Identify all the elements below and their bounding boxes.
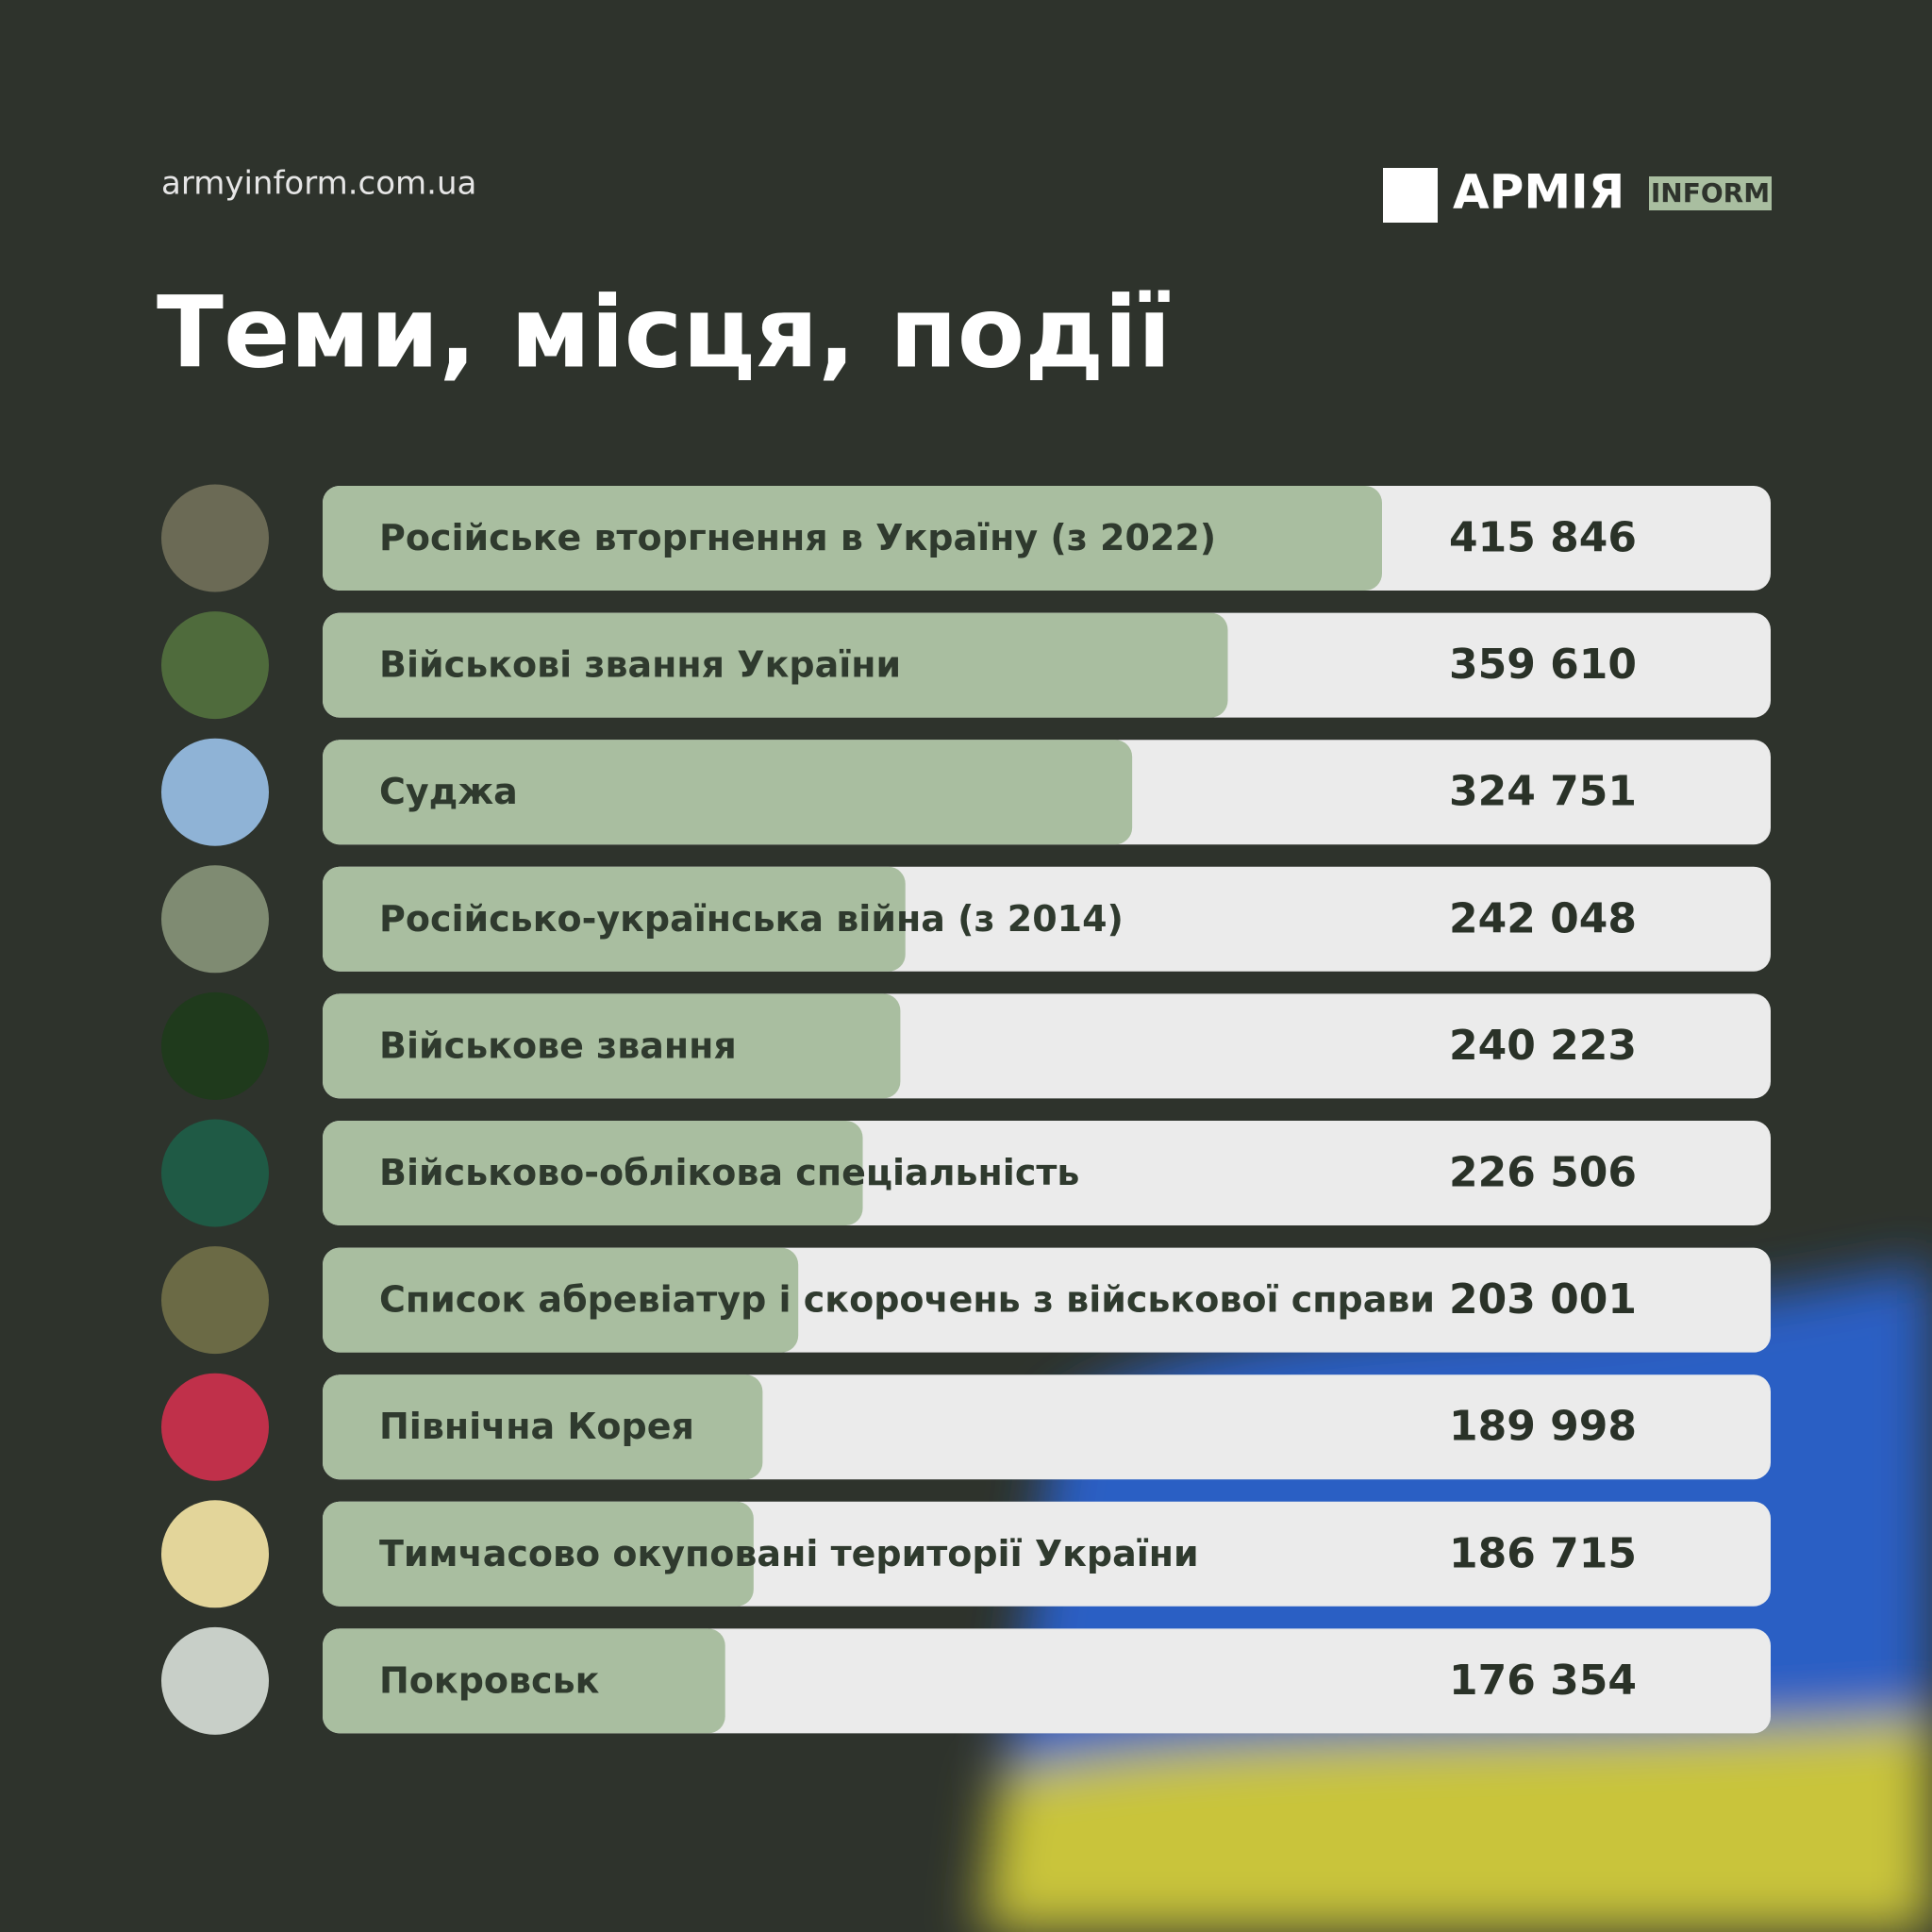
value-label: 186 715 (1449, 1529, 1637, 1577)
logo: АРМІЯ INFORM (1383, 165, 1772, 223)
bar (323, 1374, 763, 1480)
value-label: 226 506 (1449, 1149, 1637, 1197)
row-icon (161, 1246, 269, 1355)
value-label: 203 001 (1449, 1275, 1637, 1324)
category-label: Російсько-українська війна (з 2014) (379, 898, 1124, 940)
logo-text: АРМІЯ (1453, 165, 1624, 220)
category-label: Північна Корея (379, 1406, 694, 1447)
category-label: Російське вторгнення в Україну (з 2022) (379, 517, 1216, 558)
category-label: Суджа (379, 771, 518, 812)
row-icon (161, 991, 269, 1100)
row-icon (161, 1119, 269, 1227)
category-label: Військово-облікова спеціальність (379, 1152, 1079, 1193)
value-label: 176 354 (1449, 1657, 1637, 1705)
category-label: Тимчасово окуповані території України (379, 1533, 1199, 1574)
bar (323, 740, 1133, 845)
bar (323, 993, 901, 1099)
category-label: Військове звання (379, 1024, 737, 1066)
logo-tag-bg (1649, 176, 1772, 210)
bar (323, 1628, 725, 1734)
site-url: armyinform.com.ua (161, 165, 476, 203)
row-icon (161, 865, 269, 974)
value-label: 415 846 (1449, 514, 1637, 562)
value-label: 359 610 (1449, 641, 1637, 689)
row-icon (161, 611, 269, 720)
value-label: 189 998 (1449, 1403, 1637, 1451)
bar (323, 1121, 863, 1225)
row-icon (161, 738, 269, 846)
category-label: Список абревіатур і скорочень з військов… (379, 1279, 1435, 1321)
category-label: Військові звання України (379, 644, 901, 686)
bar (323, 1501, 754, 1607)
row-icon (161, 1626, 269, 1735)
bar (323, 866, 906, 972)
bar (323, 1247, 799, 1353)
bar (323, 612, 1228, 718)
bar (323, 486, 1382, 591)
value-label: 324 751 (1449, 768, 1637, 816)
row-icon (161, 1500, 269, 1608)
logo-emblem (1383, 168, 1438, 223)
row-icon (161, 484, 269, 592)
value-label: 242 048 (1449, 894, 1637, 942)
category-label: Покровськ (379, 1659, 600, 1701)
row-icon (161, 1373, 269, 1481)
logo-tag: INFORM (1651, 177, 1770, 208)
chart-title: Теми, місця, події (157, 275, 1172, 390)
value-label: 240 223 (1449, 1022, 1637, 1070)
